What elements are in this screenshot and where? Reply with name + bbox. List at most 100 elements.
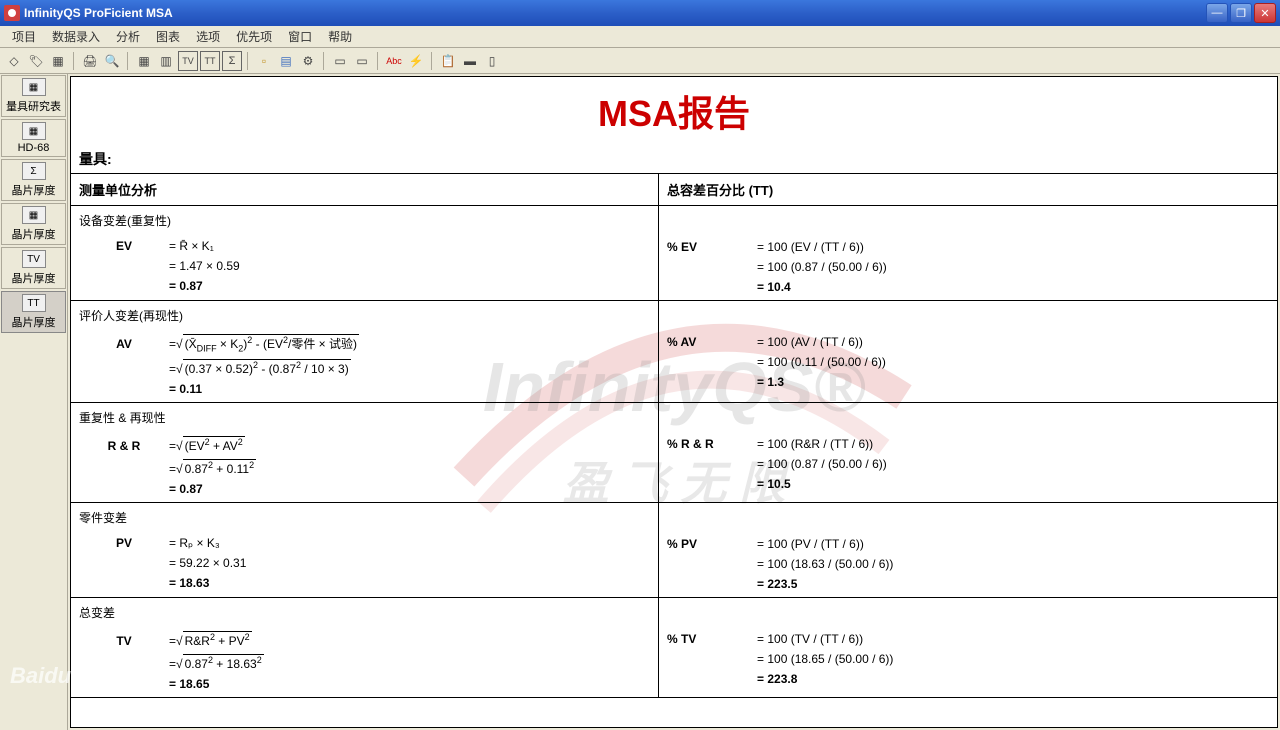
- sidebar-item-label: 晶片厚度: [12, 314, 56, 330]
- layout1-icon[interactable]: ▬: [460, 51, 480, 71]
- pct-label: % EV: [667, 240, 757, 254]
- calc-formula: =√(X̄DIFF × K2)2 - (EV2/零件 × 试验): [169, 334, 359, 353]
- calc-label: TV: [79, 634, 169, 648]
- pct-formula: = 100 (R&R / (TT / 6)): [757, 437, 873, 451]
- pct-label: % AV: [667, 335, 757, 349]
- section-left: 重复性 & 再现性R & R=√(EV2 + AV2=√0.872 + 0.11…: [71, 403, 659, 502]
- calc-result: = 0.11: [169, 382, 650, 396]
- titlebar: InfinityQS ProFicient MSA — ❐ ✕: [0, 0, 1280, 26]
- left-header: 测量单位分析: [71, 174, 659, 205]
- pct-step: = 100 (18.65 / (50.00 / 6)): [757, 652, 1269, 666]
- preview-icon[interactable]: 🔍: [102, 51, 122, 71]
- report-content: InfinityQS® 盈 飞 无 限 MSA报告 量具: 测量单位分析 总容差…: [70, 76, 1278, 728]
- pct-result: = 1.3: [757, 375, 1269, 389]
- close-button[interactable]: ✕: [1254, 3, 1276, 23]
- sidebar-item-tv[interactable]: TV 晶片厚度: [1, 247, 66, 289]
- menu-analysis[interactable]: 分析: [108, 26, 148, 47]
- sidebar-item-tt[interactable]: TT 晶片厚度: [1, 291, 66, 333]
- calc-label: AV: [79, 337, 169, 351]
- section-right: % R & R= 100 (R&R / (TT / 6))= 100 (0.87…: [659, 403, 1277, 502]
- refresh-icon[interactable]: ◇: [4, 51, 24, 71]
- calc-label: R & R: [79, 439, 169, 453]
- window1-icon[interactable]: ▭: [330, 51, 350, 71]
- gauge-label: 量具:: [71, 145, 1277, 174]
- sidebar-item-hd68[interactable]: ▦ HD-68: [1, 119, 66, 157]
- bolt-icon[interactable]: ⚡: [406, 51, 426, 71]
- table-icon[interactable]: ▦: [134, 51, 154, 71]
- pct-formula: = 100 (TV / (TT / 6)): [757, 632, 863, 646]
- calc-formula: = Rₚ × K₃: [169, 536, 220, 550]
- sidebar-item-sigma[interactable]: Σ 晶片厚度: [1, 159, 66, 201]
- section-row: 设备变差(重复性)EV= R̄ × K₁= 1.47 × 0.59= 0.87%…: [71, 206, 1277, 301]
- pct-step: = 100 (0.87 / (50.00 / 6)): [757, 260, 1269, 274]
- calc-formula: =√(EV2 + AV2: [169, 436, 245, 453]
- sigma-icon: Σ: [22, 162, 46, 180]
- pct-formula: = 100 (PV / (TT / 6)): [757, 537, 864, 551]
- document-icon[interactable]: ▫: [254, 51, 274, 71]
- tt-icon[interactable]: TT: [200, 51, 220, 71]
- text-icon[interactable]: Abc: [384, 51, 404, 71]
- section-left: 设备变差(重复性)EV= R̄ × K₁= 1.47 × 0.59= 0.87: [71, 206, 659, 300]
- pct-step: = 100 (18.63 / (50.00 / 6)): [757, 557, 1269, 571]
- print-icon[interactable]: 🖨: [80, 51, 100, 71]
- section-title: 重复性 & 再现性: [79, 409, 650, 426]
- sidebar-item-label: 晶片厚度: [12, 182, 56, 198]
- sidebar-item-label: 晶片厚度: [12, 270, 56, 286]
- grid-icon: ▦: [22, 78, 46, 96]
- tag-icon[interactable]: 🏷: [26, 51, 46, 71]
- pct-label: % TV: [667, 632, 757, 646]
- calc-step: =√(0.37 × 0.52)2 - (0.872 / 10 × 3): [169, 359, 650, 376]
- copy-icon[interactable]: 📋: [438, 51, 458, 71]
- menu-options[interactable]: 选项: [188, 26, 228, 47]
- calc-step: =√0.872 + 18.632: [169, 654, 650, 671]
- menubar: 项目 数据录入 分析 图表 选项 优先项 窗口 帮助: [0, 26, 1280, 48]
- menu-chart[interactable]: 图表: [148, 26, 188, 47]
- calc-result: = 0.87: [169, 482, 650, 496]
- tv-icon[interactable]: TV: [178, 51, 198, 71]
- section-right: % EV= 100 (EV / (TT / 6)) = 100 (0.87 / (…: [659, 206, 1277, 300]
- layout2-icon[interactable]: ▯: [482, 51, 502, 71]
- pct-formula: = 100 (AV / (TT / 6)): [757, 335, 863, 349]
- section-row: 零件变差 PV= Rₚ × K₃ = 59.22 × 0.31 = 18.63 % PV…: [71, 503, 1277, 598]
- pct-result: = 223.8: [757, 672, 1269, 686]
- pct-formula: = 100 (EV / (TT / 6)): [757, 240, 864, 254]
- chart-icon[interactable]: ▤: [276, 51, 296, 71]
- window-controls: — ❐ ✕: [1206, 3, 1276, 23]
- sigma-icon[interactable]: Σ: [222, 51, 242, 71]
- menu-project[interactable]: 项目: [4, 26, 44, 47]
- section-header-row: 测量单位分析 总容差百分比 (TT): [71, 174, 1277, 206]
- maximize-button[interactable]: ❐: [1230, 3, 1252, 23]
- menu-window[interactable]: 窗口: [280, 26, 320, 47]
- window-title: InfinityQS ProFicient MSA: [24, 6, 1206, 20]
- pct-result: = 223.5: [757, 577, 1269, 591]
- section-title: 设备变差(重复性): [79, 212, 650, 229]
- main-area: ▦ 量具研究表 ▦ HD-68 Σ 晶片厚度 ▦ 晶片厚度 TV 晶片厚度 TT…: [0, 74, 1280, 730]
- pct-result: = 10.5: [757, 477, 1269, 491]
- calc-label: PV: [79, 536, 169, 550]
- section-right: % TV= 100 (TV / (TT / 6)) = 100 (18.65 / …: [659, 598, 1277, 697]
- app-icon: [4, 5, 20, 21]
- menu-help[interactable]: 帮助: [320, 26, 360, 47]
- menu-data-entry[interactable]: 数据录入: [44, 26, 108, 47]
- tool3-icon[interactable]: ⚙: [298, 51, 318, 71]
- window2-icon[interactable]: ▭: [352, 51, 372, 71]
- table2-icon[interactable]: ▥: [156, 51, 176, 71]
- calc-step: = 59.22 × 0.31: [169, 556, 650, 570]
- sidebar-item-label: 晶片厚度: [12, 226, 56, 242]
- pct-step: = 100 (0.87 / (50.00 / 6)): [757, 457, 1269, 471]
- calc-label: EV: [79, 239, 169, 253]
- menu-priority[interactable]: 优先项: [228, 26, 280, 47]
- pct-label: % PV: [667, 537, 757, 551]
- calc-result: = 18.63: [169, 576, 650, 590]
- minimize-button[interactable]: —: [1206, 3, 1228, 23]
- section-title: 零件变差: [79, 509, 650, 526]
- sidebar-item-thickness1[interactable]: ▦ 晶片厚度: [1, 203, 66, 245]
- tv-icon: TV: [22, 250, 46, 268]
- section-row: 总变差TV=√R&R2 + PV2=√0.872 + 18.632= 18.65…: [71, 598, 1277, 698]
- section-title: 总变差: [79, 604, 650, 621]
- report-title: MSA报告: [71, 77, 1277, 145]
- report: MSA报告 量具: 测量单位分析 总容差百分比 (TT) 设备变差(重复性) EV…: [71, 77, 1277, 698]
- right-header: 总容差百分比 (TT): [659, 174, 1277, 205]
- grid-icon[interactable]: ▦: [48, 51, 68, 71]
- sidebar-item-gauge-study[interactable]: ▦ 量具研究表: [1, 75, 66, 117]
